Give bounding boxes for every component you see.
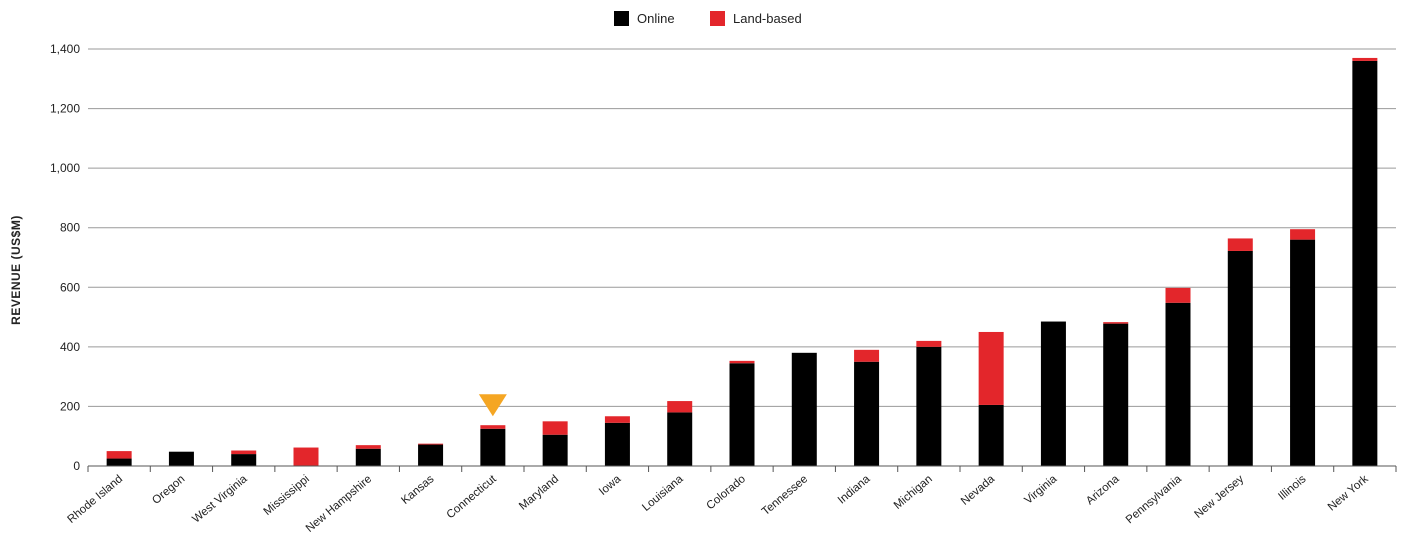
x-tick-label-louisiana: Louisiana — [640, 473, 686, 514]
bar-land-based-arizona — [1103, 322, 1129, 324]
bar-online-arizona — [1103, 323, 1129, 466]
bar-land-based-kansas — [418, 443, 444, 445]
x-tick-label-michigan: Michigan — [892, 473, 935, 512]
bar-online-new-jersey — [1227, 250, 1253, 466]
x-tick-label-new-jersey: New Jersey — [1192, 473, 1246, 521]
legend-swatch-land-based — [710, 11, 725, 26]
gridlines — [88, 48, 1396, 407]
y-tick-label: 1,200 — [50, 102, 80, 116]
y-tick-label: 200 — [60, 399, 80, 413]
x-tick-label-virginia: Virginia — [1022, 473, 1059, 507]
bar-land-based-new-jersey — [1227, 238, 1253, 251]
bar-online-colorado — [729, 363, 755, 466]
x-tick-label-tennessee: Tennessee — [760, 473, 810, 518]
bar-online-michigan — [916, 346, 942, 466]
x-axis-tick-labels: Rhode Island Oregon West Virginia Mississip… — [65, 473, 1371, 535]
bar-land-based-indiana — [854, 349, 880, 362]
bar-online-connecticut — [480, 428, 506, 466]
y-axis-label: REVENUE (US$M) — [9, 215, 23, 325]
highlight-triangle-marker — [478, 394, 507, 417]
bar-online-new-hampshire — [355, 448, 381, 466]
highlight-marker-layer — [478, 394, 507, 417]
bar-land-based-maryland — [542, 421, 568, 435]
y-tick-label: 1,400 — [50, 42, 80, 56]
x-tick-label-maryland: Maryland — [517, 473, 561, 513]
y-tick-label: 800 — [60, 221, 80, 235]
bar-online-louisiana — [667, 412, 693, 466]
x-tick-label-west-virginia: West Virginia — [190, 473, 250, 526]
bar-land-based-louisiana — [667, 401, 693, 413]
x-tick-label-colorado: Colorado — [704, 473, 747, 512]
y-axis-ticks: 0 200 400 600 800 1,000 1,200 1,400 — [50, 42, 80, 473]
x-tick-label-new-hampshire: New Hampshire — [304, 473, 374, 535]
bar-land-based-michigan — [916, 340, 942, 347]
legend-label-land-based: Land-based — [733, 11, 802, 26]
bar-land-based-rhode-island — [106, 451, 132, 459]
bar-online-rhode-island — [106, 458, 132, 466]
bar-land-based-illinois — [1290, 229, 1316, 240]
bar-online-oregon — [168, 451, 194, 466]
bar-online-tennessee — [791, 352, 817, 466]
bar-land-based-west-virginia — [231, 450, 257, 455]
bar-land-based-connecticut — [480, 425, 506, 429]
x-tick-label-pennsylvania: Pennsylvania — [1124, 473, 1185, 527]
bar-online-kansas — [418, 444, 444, 466]
bars — [106, 57, 1378, 467]
bar-online-nevada — [978, 404, 1004, 466]
bar-land-based-new-york — [1352, 57, 1378, 61]
legend-swatch-online — [614, 11, 629, 26]
x-tick-label-rhode-island: Rhode Island — [65, 473, 125, 526]
bar-online-virginia — [1040, 321, 1066, 466]
bar-online-maryland — [542, 434, 568, 466]
x-tick-label-nevada: Nevada — [959, 473, 998, 508]
x-axis — [87, 465, 1397, 472]
bar-online-pennsylvania — [1165, 302, 1191, 466]
x-tick-label-connecticut: Connecticut — [445, 473, 500, 522]
x-tick-label-mississippi: Mississippi — [262, 473, 312, 518]
legend-label-online: Online — [637, 11, 675, 26]
y-tick-label: 0 — [73, 459, 80, 473]
y-tick-label: 1,000 — [50, 161, 80, 175]
bar-land-based-iowa — [604, 416, 630, 423]
bar-land-based-nevada — [978, 331, 1004, 405]
y-tick-label: 400 — [60, 340, 80, 354]
bar-online-west-virginia — [231, 454, 257, 466]
legend: Online Land-based — [614, 11, 802, 26]
x-tick-label-new-york: New York — [1326, 473, 1371, 514]
y-tick-label: 600 — [60, 280, 80, 294]
bar-land-based-pennsylvania — [1165, 287, 1191, 303]
x-tick-label-iowa: Iowa — [597, 473, 624, 498]
bar-land-based-new-hampshire — [355, 445, 381, 449]
bar-land-based-colorado — [729, 360, 755, 364]
x-tick-label-oregon: Oregon — [150, 473, 187, 507]
x-tick-label-arizona: Arizona — [1084, 473, 1122, 508]
bar-online-indiana — [854, 361, 880, 466]
x-tick-label-illinois: Illinois — [1276, 473, 1308, 503]
x-tick-label-kansas: Kansas — [399, 473, 436, 507]
bar-online-new-york — [1352, 60, 1378, 467]
bar-online-illinois — [1290, 239, 1316, 466]
x-tick-label-indiana: Indiana — [836, 473, 873, 507]
bar-land-based-mississippi — [293, 447, 319, 466]
bar-online-iowa — [604, 422, 630, 466]
